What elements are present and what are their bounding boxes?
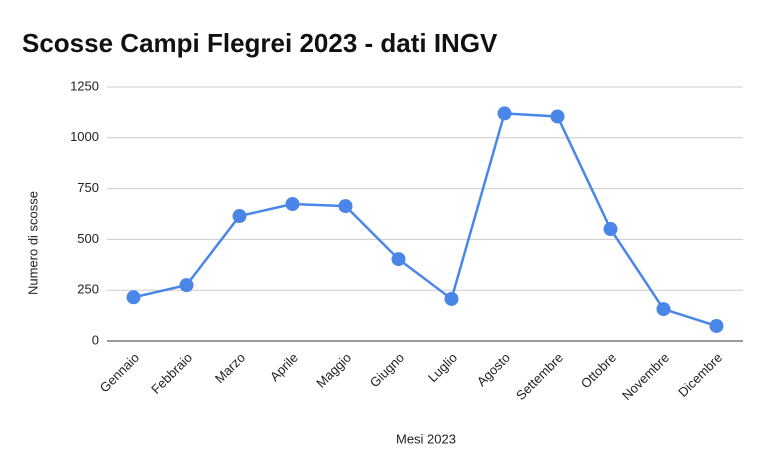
y-tick-label: 750 [77, 180, 99, 195]
y-tick-label: 1000 [70, 129, 99, 144]
x-axis-label: Mesi 2023 [396, 431, 456, 446]
y-tick-label: 500 [77, 231, 99, 246]
point [285, 197, 300, 212]
y-axis-label: Numero di scosse [25, 191, 40, 295]
point [444, 291, 459, 306]
point [656, 302, 671, 317]
point [391, 252, 406, 267]
point [179, 278, 194, 293]
point [126, 290, 141, 305]
point [603, 222, 618, 237]
point [232, 209, 247, 224]
point [338, 199, 353, 214]
point [550, 109, 565, 124]
line [133, 112, 717, 328]
point [709, 318, 724, 333]
y-tick-label: 0 [92, 332, 99, 347]
y-tick-label: 250 [77, 282, 99, 297]
chart-title: Scosse Campi Flegrei 2023 - dati INGV [22, 28, 498, 58]
point [497, 106, 512, 121]
y-tick-label: 1250 [70, 78, 99, 93]
